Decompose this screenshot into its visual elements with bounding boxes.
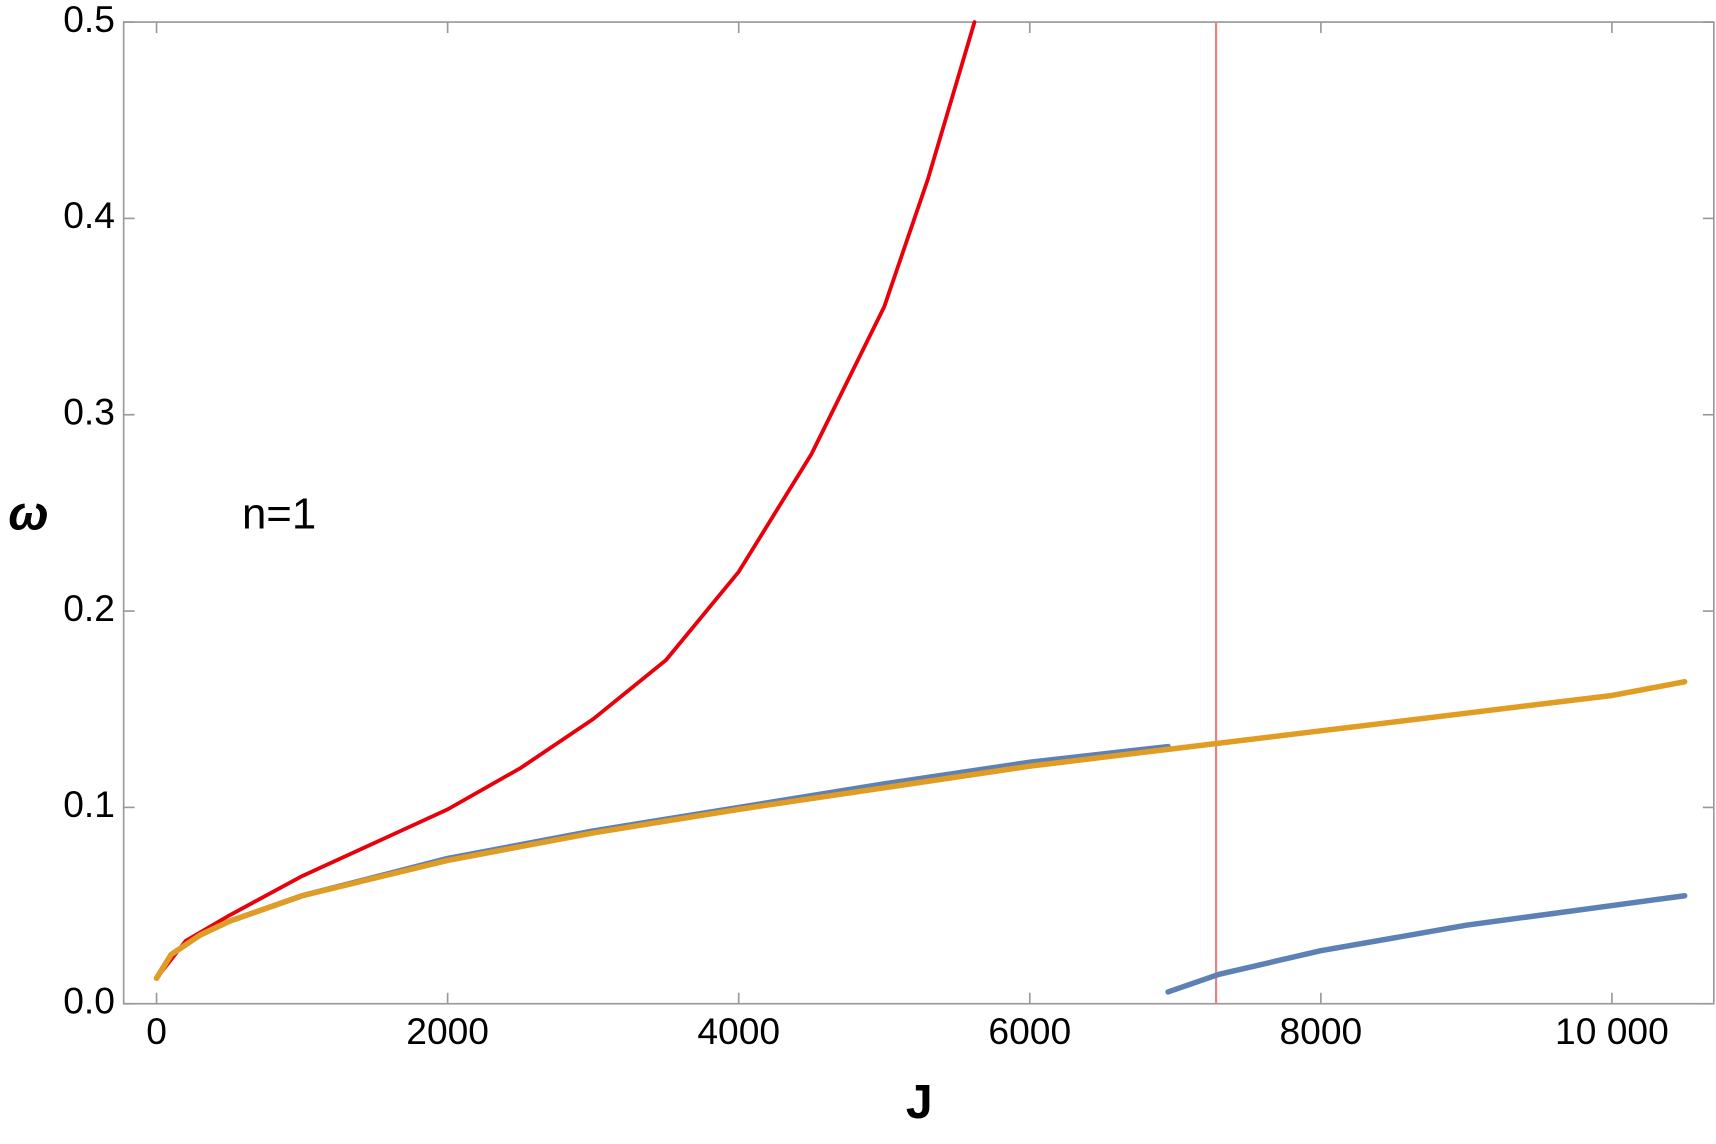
y-tick-label: 0.4 (63, 194, 115, 236)
x-tick-label: 0 (146, 1010, 167, 1052)
x-tick-label: 8000 (1279, 1010, 1362, 1052)
data-line (154, 20, 977, 981)
y-tick-label: 0.5 (63, 0, 115, 40)
y-tick-label: 0.2 (63, 587, 115, 629)
y-tick-label: 0.1 (63, 783, 115, 825)
x-tick-label: 4000 (697, 1010, 780, 1052)
x-tick-label: 10 000 (1555, 1010, 1669, 1052)
y-tick-label: 0.3 (63, 391, 115, 433)
data-line (1165, 893, 1688, 995)
x-tick-label: 6000 (988, 1010, 1071, 1052)
y-tick-label: 0.0 (63, 980, 115, 1022)
plot-frame (122, 21, 1715, 1005)
x-tick-label: 2000 (406, 1010, 489, 1052)
annotation: n=1 (242, 489, 316, 538)
data-line (153, 743, 1171, 981)
data-line (153, 679, 1688, 981)
x-axis-label: J (906, 1075, 933, 1129)
y-axis-label: ω (8, 486, 48, 540)
